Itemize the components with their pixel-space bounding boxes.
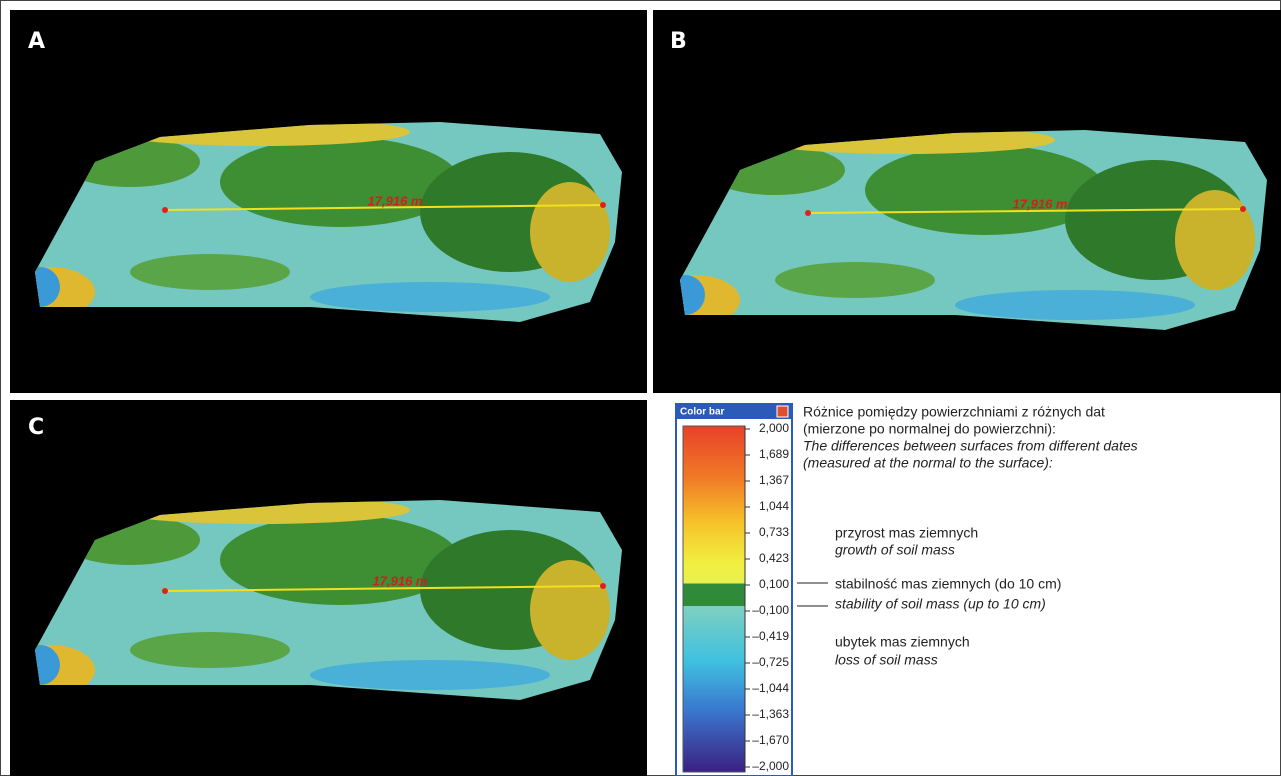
tick-label: 0,733: [759, 525, 789, 539]
panel: A 17,916 m: [5, 10, 650, 393]
tick-label: –2,000: [752, 759, 789, 773]
figure: A 17,916 m B 17,916 m C 17,916 m Color b…: [0, 0, 1281, 776]
color-bar-title: Color bar: [680, 407, 725, 418]
description-line: Różnice pomiędzy powierzchniami z różnyc…: [803, 404, 1105, 420]
tick-label: –1,670: [752, 733, 789, 747]
tick-label: –0,725: [752, 655, 789, 669]
measurement: 17,916 m: [1013, 196, 1068, 211]
legend-polish: ubytek mas ziemnych: [835, 634, 970, 650]
tick-label: 1,044: [759, 499, 789, 513]
legend-english: stability of soil mass (up to 10 cm): [835, 596, 1046, 612]
tick-label: –1,044: [752, 681, 789, 695]
description-line: The differences between surfaces from di…: [803, 438, 1138, 454]
legend-english: loss of soil mass: [835, 652, 938, 668]
close-button[interactable]: [777, 406, 788, 417]
tick-label: 2,000: [759, 421, 789, 435]
legend-english: growth of soil mass: [835, 542, 955, 558]
panel-label: B: [670, 29, 687, 54]
tick-label: 1,689: [759, 447, 789, 461]
tick-label: –0,419: [752, 629, 789, 643]
panel: C 17,916 m: [5, 400, 650, 776]
tick-label: 0,100: [759, 577, 789, 591]
panel-label: C: [28, 415, 44, 440]
panel-label: A: [28, 29, 45, 54]
panel: B 17,916 m: [650, 10, 1281, 393]
tick-label: –0,100: [752, 603, 789, 617]
description-line: (measured at the normal to the surface):: [803, 455, 1053, 471]
legend: przyrost mas ziemnych growth of soil mas…: [797, 525, 1061, 668]
description-line: (mierzone po normalnej do powierzchni):: [803, 421, 1056, 437]
legend-polish: przyrost mas ziemnych: [835, 525, 978, 541]
measurement: 17,916 m: [373, 573, 428, 588]
legend-polish: stabilność mas ziemnych (do 10 cm): [835, 576, 1061, 592]
description: Różnice pomiędzy powierzchniami z różnyc…: [803, 404, 1138, 471]
tick-label: –1,363: [752, 707, 789, 721]
tick-label: 1,367: [759, 473, 789, 487]
measurement: 17,916 m: [368, 193, 423, 208]
tick-label: 0,423: [759, 551, 789, 565]
